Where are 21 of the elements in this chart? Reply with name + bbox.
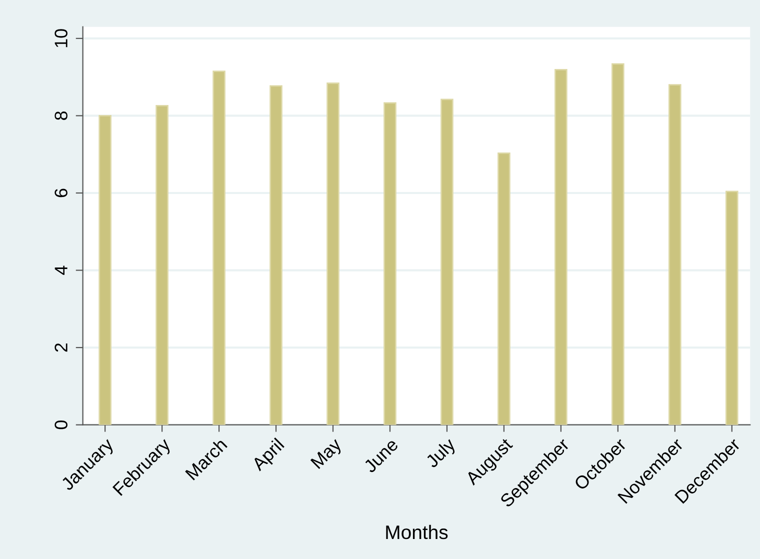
bar [212, 70, 226, 425]
bar [612, 63, 624, 425]
y-tick-label: 8 [54, 111, 68, 120]
y-tick-label: 10 [54, 29, 68, 48]
x-axis-title: Months [386, 524, 448, 540]
y-tick-label: 0 [54, 420, 68, 430]
bar [668, 84, 682, 425]
y-tick-label: 4 [54, 266, 68, 275]
bar [326, 82, 340, 425]
bar [725, 190, 738, 425]
x-tick-label: July [424, 436, 459, 472]
y-tick-label: 6 [54, 188, 68, 198]
bar [98, 115, 112, 425]
bar [554, 69, 568, 425]
bar [270, 85, 282, 425]
x-tick-label: May [310, 437, 345, 472]
y-tick-label: 2 [54, 343, 68, 352]
bar [498, 152, 510, 425]
bar [384, 102, 396, 425]
bar [440, 98, 454, 425]
bar [156, 104, 168, 425]
